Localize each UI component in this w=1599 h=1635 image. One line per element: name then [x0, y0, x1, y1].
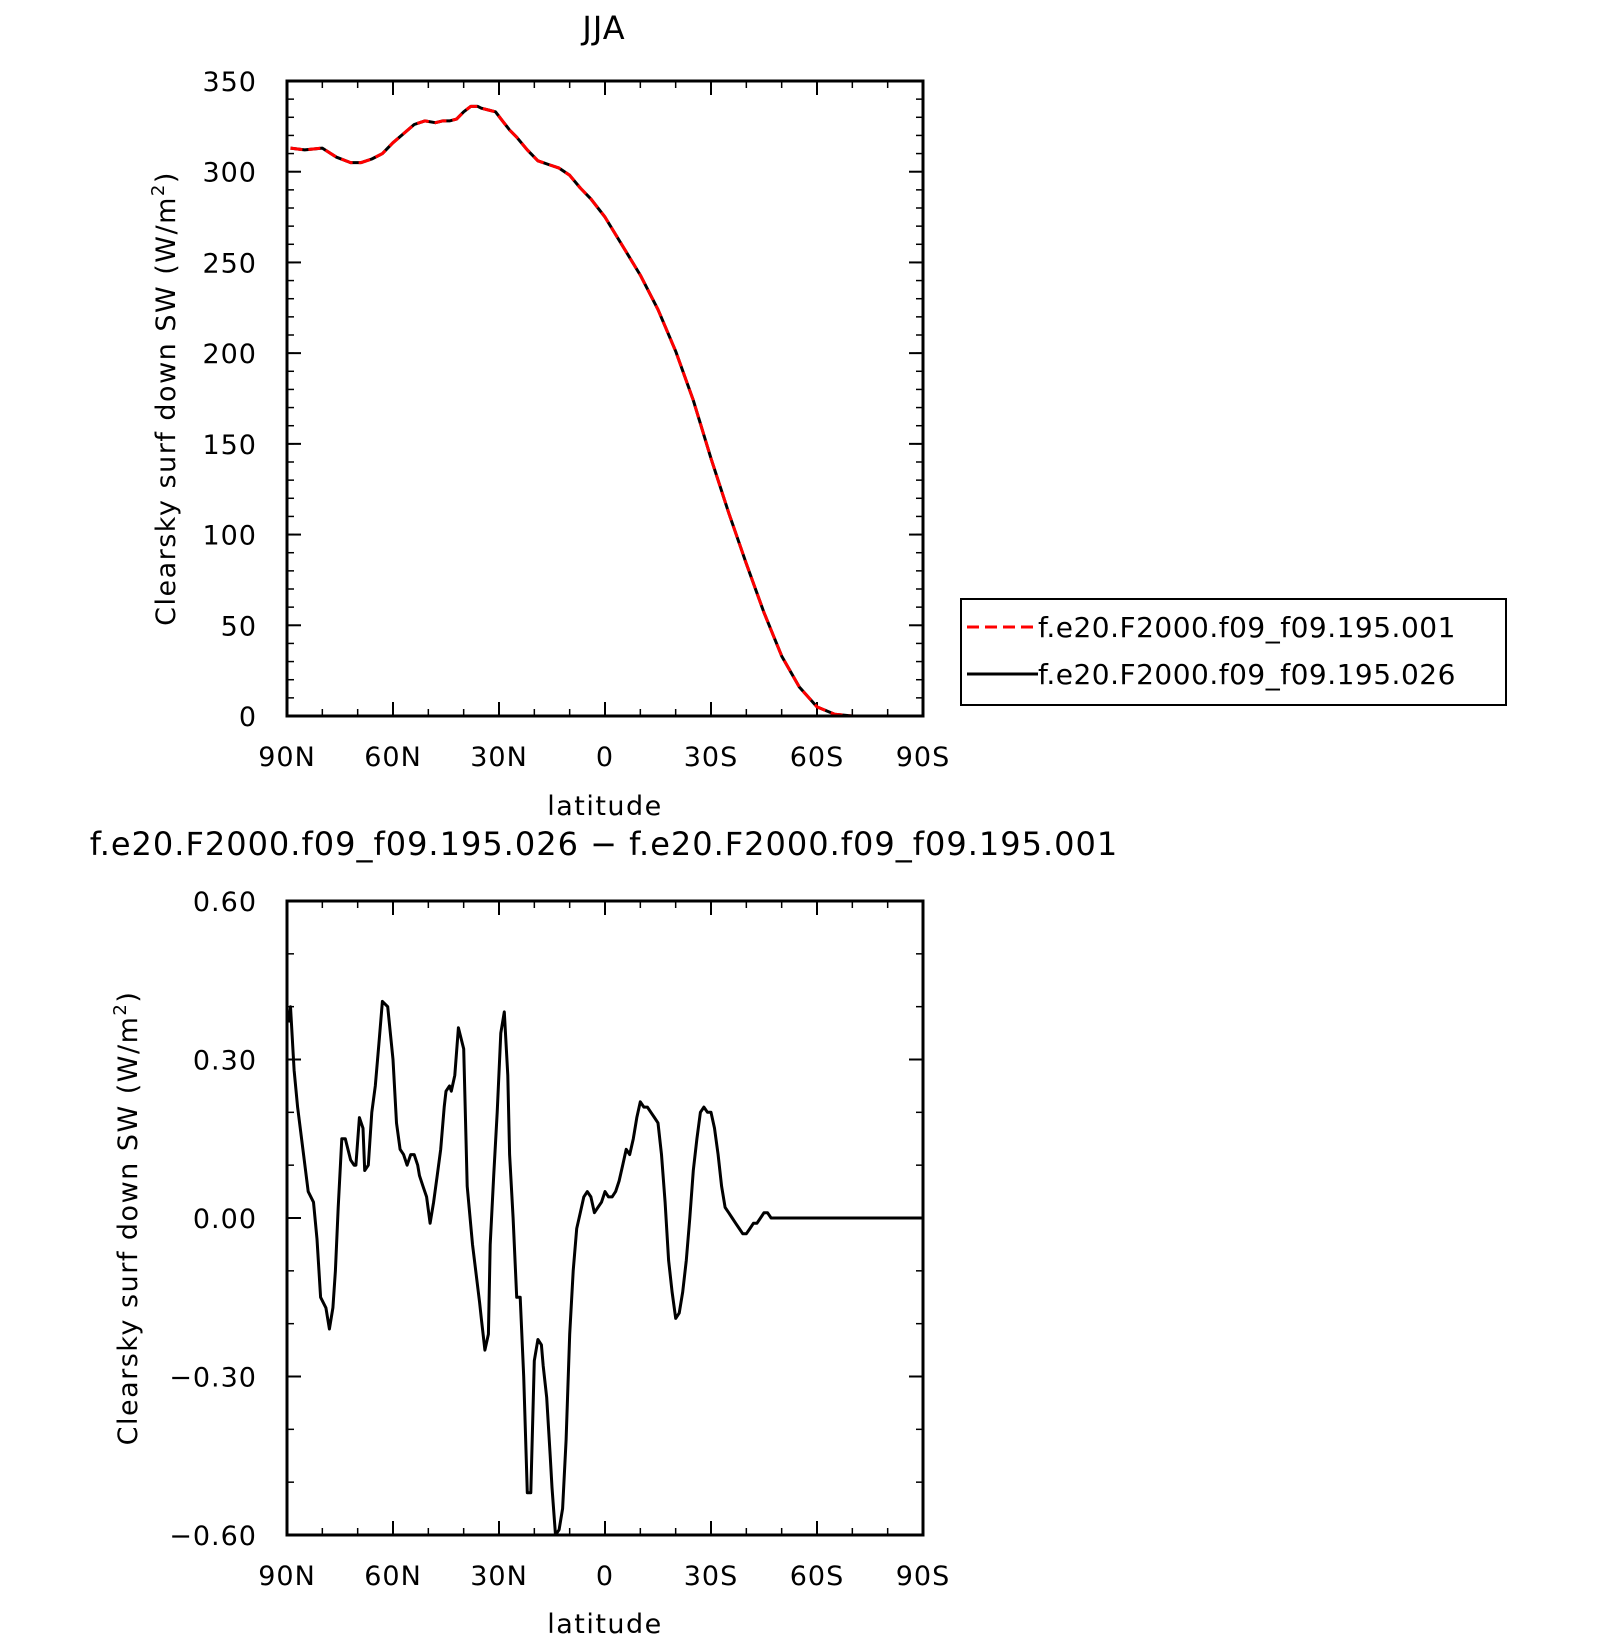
x-tick-label: 0	[596, 1561, 614, 1592]
x-tick-label: 90N	[258, 1561, 316, 1592]
x-tick-label: 60S	[790, 1561, 845, 1592]
series-lines	[287, 999, 923, 1537]
y-tick-label: 300	[202, 158, 257, 189]
x-tick-label: 60N	[364, 1561, 422, 1592]
axis-ticks	[286, 900, 924, 1536]
y-tick-label: 50	[221, 611, 257, 642]
y-tick-label: 0	[239, 702, 257, 733]
y-axis-title-end: )	[113, 991, 144, 1003]
y-tick-label: 0.00	[193, 1204, 257, 1235]
legend-box	[960, 598, 1507, 706]
chart-title: JJA	[580, 9, 625, 47]
y-tick-labels: 0 50 100 150 200 250 300 350	[202, 67, 257, 733]
axis-ticks	[286, 80, 924, 717]
difference-title: f.e20.F2000.f09_f09.195.026 − f.e20.F200…	[90, 825, 1119, 863]
y-tick-labels: 0.60 0.30 0.00 −0.30 −0.60	[169, 887, 257, 1552]
y-axis-title-main: Clearsky surf down SW (W/m	[113, 1016, 144, 1446]
y-axis-title: Clearsky surf down SW (W/m2)	[110, 991, 144, 1446]
x-tick-label: 60N	[364, 742, 422, 773]
x-tick-label: 90N	[258, 742, 316, 773]
y-axis-title-main: Clearsky surf down SW (W/m	[151, 196, 182, 626]
x-tick-label: 90S	[896, 1561, 951, 1592]
x-tick-labels: 90N 60N 30N 0 30S 60S 90S	[258, 742, 951, 773]
y-tick-label: 150	[202, 430, 257, 461]
x-tick-label: 30N	[470, 742, 528, 773]
plot-frame	[285, 899, 925, 1537]
legend-label-026: f.e20.F2000.f09_f09.195.026	[1038, 658, 1456, 691]
series-line	[290, 104, 920, 718]
y-tick-label: 350	[202, 67, 257, 98]
y-tick-label: −0.30	[169, 1363, 257, 1394]
plot-frame	[285, 79, 925, 718]
y-tick-label: 0.30	[193, 1046, 257, 1077]
series-line	[290, 104, 920, 718]
series-line	[287, 999, 923, 1537]
x-tick-label: 90S	[896, 742, 951, 773]
y-tick-label: 100	[202, 521, 257, 552]
y-axis-title-end: )	[151, 171, 182, 183]
x-tick-label: 30S	[684, 742, 739, 773]
x-tick-labels: 90N 60N 30N 0 30S 60S 90S	[258, 1561, 951, 1592]
y-tick-label: 250	[202, 248, 257, 279]
x-axis-title: latitude	[547, 1609, 663, 1635]
legend-label-001: f.e20.F2000.f09_f09.195.001	[1038, 611, 1456, 644]
legend: f.e20.F2000.f09_f09.195.001 f.e20.F2000.…	[960, 598, 1507, 706]
x-tick-label: 60S	[790, 742, 845, 773]
y-axis-title-sup: 2	[110, 1003, 131, 1016]
x-tick-label: 30S	[684, 1561, 739, 1592]
x-tick-label: 0	[596, 742, 614, 773]
y-axis-title: Clearsky surf down SW (W/m2)	[148, 171, 182, 626]
y-tick-label: 200	[202, 339, 257, 370]
series-lines	[290, 104, 920, 718]
y-axis-title-sup: 2	[148, 183, 169, 196]
x-axis-title: latitude	[547, 791, 663, 822]
x-tick-label: 30N	[470, 1561, 528, 1592]
chart-bottom-difference: f.e20.F2000.f09_f09.195.026 − f.e20.F200…	[90, 825, 1119, 1635]
chart-top-jja: JJA 0 50 100 150 200 250 300 350 90N 60N 30N 0 30S 6…	[148, 9, 1507, 822]
y-tick-label: 0.60	[193, 887, 257, 918]
y-tick-label: −0.60	[169, 1521, 257, 1552]
